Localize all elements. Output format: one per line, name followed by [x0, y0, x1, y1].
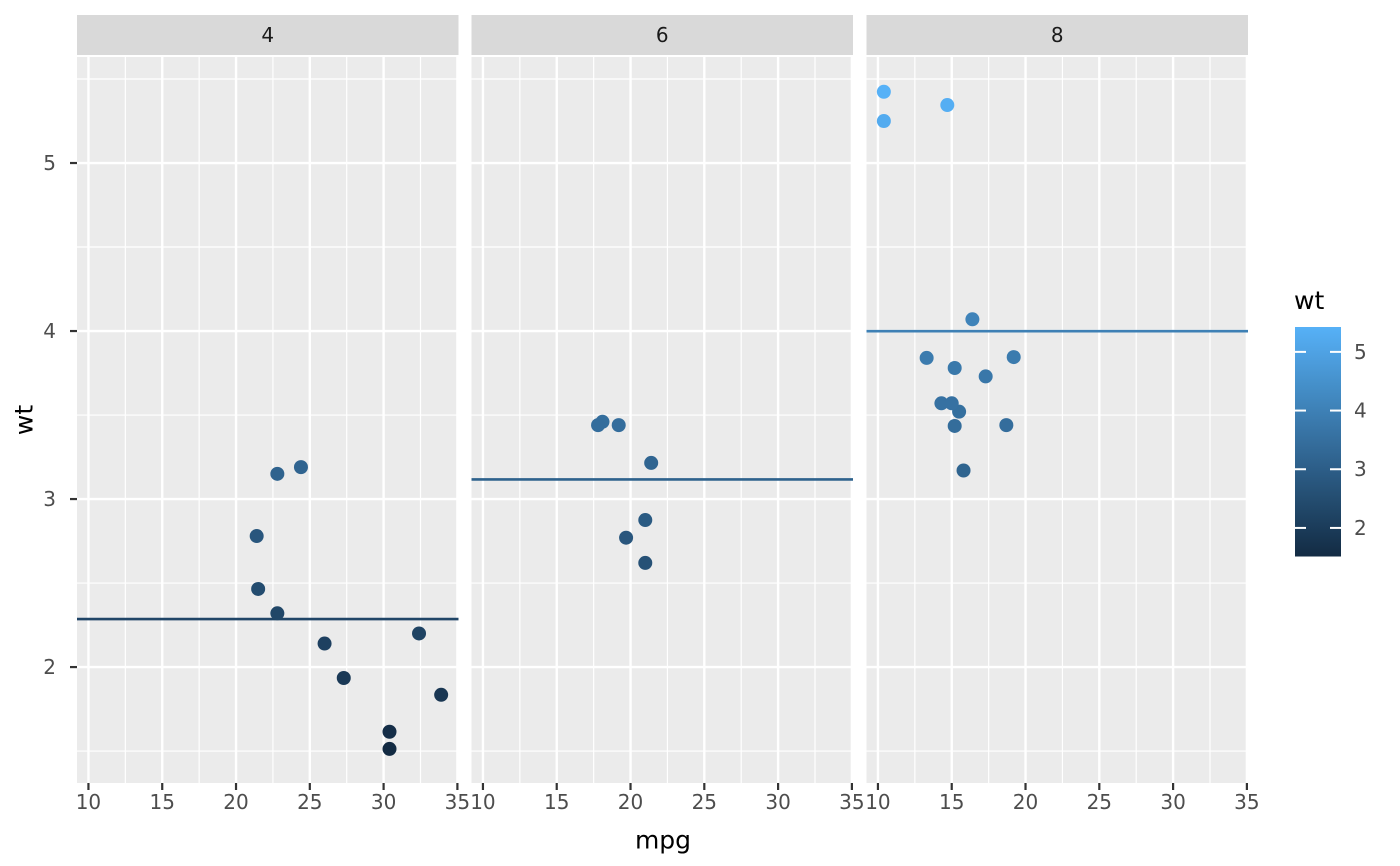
data-point	[591, 418, 606, 433]
data-point	[412, 626, 427, 641]
data-point	[876, 114, 891, 129]
facet-strip	[471, 15, 853, 55]
x-axis-tick-label: 15	[544, 790, 569, 814]
facet-strip	[77, 15, 459, 55]
y-axis-tick-label: 3	[43, 487, 56, 511]
data-point	[638, 555, 653, 570]
data-point	[644, 455, 659, 470]
x-axis-title: mpg	[634, 825, 692, 855]
data-point	[947, 418, 962, 433]
data-point	[293, 460, 308, 475]
legend-title: wt	[1294, 286, 1325, 315]
data-point	[382, 741, 397, 756]
x-axis-tick-label: 25	[692, 790, 717, 814]
data-point	[336, 670, 351, 685]
x-axis-tick-label: 25	[297, 790, 322, 814]
x-axis-tick-label: 20	[618, 790, 643, 814]
x-axis-tick-label: 35	[445, 790, 470, 814]
legend-tick-label: 5	[1354, 340, 1367, 364]
legend-tick-label: 4	[1354, 399, 1367, 423]
x-axis-tick-label: 15	[150, 790, 175, 814]
data-point	[944, 396, 959, 411]
data-point	[249, 529, 264, 544]
panel-background	[471, 57, 853, 783]
x-axis-tick-label: 20	[223, 790, 248, 814]
legend: 2 3 4 5	[1295, 327, 1367, 557]
facet-6: 6 10 15 20 25 30 35	[470, 15, 865, 814]
data-point	[956, 463, 971, 478]
y-axis-tick-label: 2	[43, 655, 56, 679]
data-point	[934, 396, 949, 411]
facet-strip	[866, 15, 1248, 55]
data-point	[947, 360, 962, 375]
data-point	[619, 530, 634, 545]
x-axis-tick-label: 20	[1013, 790, 1038, 814]
legend-tick-label: 2	[1354, 516, 1367, 540]
data-point	[978, 369, 993, 384]
data-point	[919, 350, 934, 365]
data-point	[434, 687, 449, 702]
x-axis-tick-label: 25	[1087, 790, 1112, 814]
panel-background	[77, 57, 459, 783]
facet-8: 8 10 15 20 25 30 35	[865, 15, 1260, 814]
panel-background	[866, 57, 1248, 783]
x-axis-tick-label: 10	[76, 790, 101, 814]
x-axis-tick-label: 35	[1234, 790, 1259, 814]
data-point	[270, 606, 285, 621]
y-axis-tick-label: 4	[43, 319, 56, 343]
facet-strip-label: 6	[656, 23, 669, 47]
legend-colorbar	[1295, 327, 1341, 557]
data-point	[940, 98, 955, 113]
y-axis-tick-label: 5	[43, 151, 56, 175]
legend-tick-label: 3	[1354, 457, 1367, 481]
x-axis-tick-label: 30	[1160, 790, 1185, 814]
data-point	[270, 466, 285, 481]
x-axis-tick-label: 35	[839, 790, 864, 814]
data-point	[999, 418, 1014, 433]
data-point	[251, 581, 266, 596]
data-point	[611, 418, 626, 433]
y-axis-title: wt	[9, 404, 39, 436]
x-axis-tick-label: 15	[939, 790, 964, 814]
data-point	[1006, 350, 1021, 365]
data-point	[638, 513, 653, 528]
facet-strip-label: 8	[1051, 23, 1064, 47]
x-axis-tick-label: 10	[865, 790, 890, 814]
data-point	[317, 636, 332, 651]
data-point	[876, 84, 891, 99]
facet-strip-label: 4	[261, 23, 274, 47]
facet-4: 4 10 15 20 25 30 35	[76, 15, 470, 814]
data-point	[382, 724, 397, 739]
x-axis-tick-label: 30	[371, 790, 396, 814]
data-point	[965, 312, 980, 327]
x-axis-tick-label: 30	[765, 790, 790, 814]
x-axis-tick-label: 10	[470, 790, 495, 814]
